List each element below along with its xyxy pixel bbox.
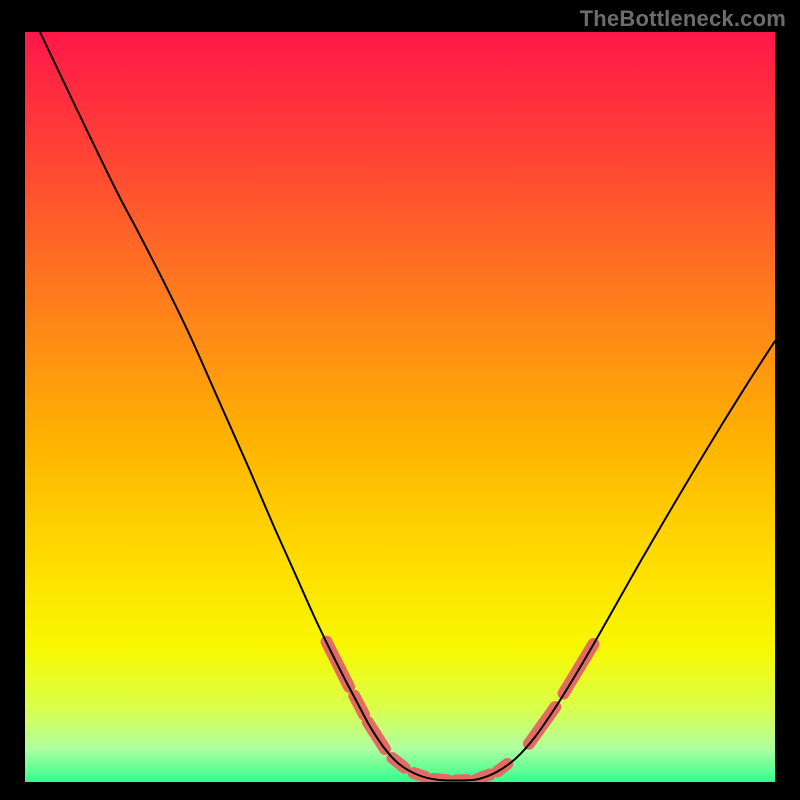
chart-svg <box>25 32 775 782</box>
bottleneck-chart <box>25 32 775 782</box>
attribution-text: TheBottleneck.com <box>580 6 786 32</box>
gradient-background <box>25 32 775 782</box>
chart-container: TheBottleneck.com <box>0 0 800 800</box>
